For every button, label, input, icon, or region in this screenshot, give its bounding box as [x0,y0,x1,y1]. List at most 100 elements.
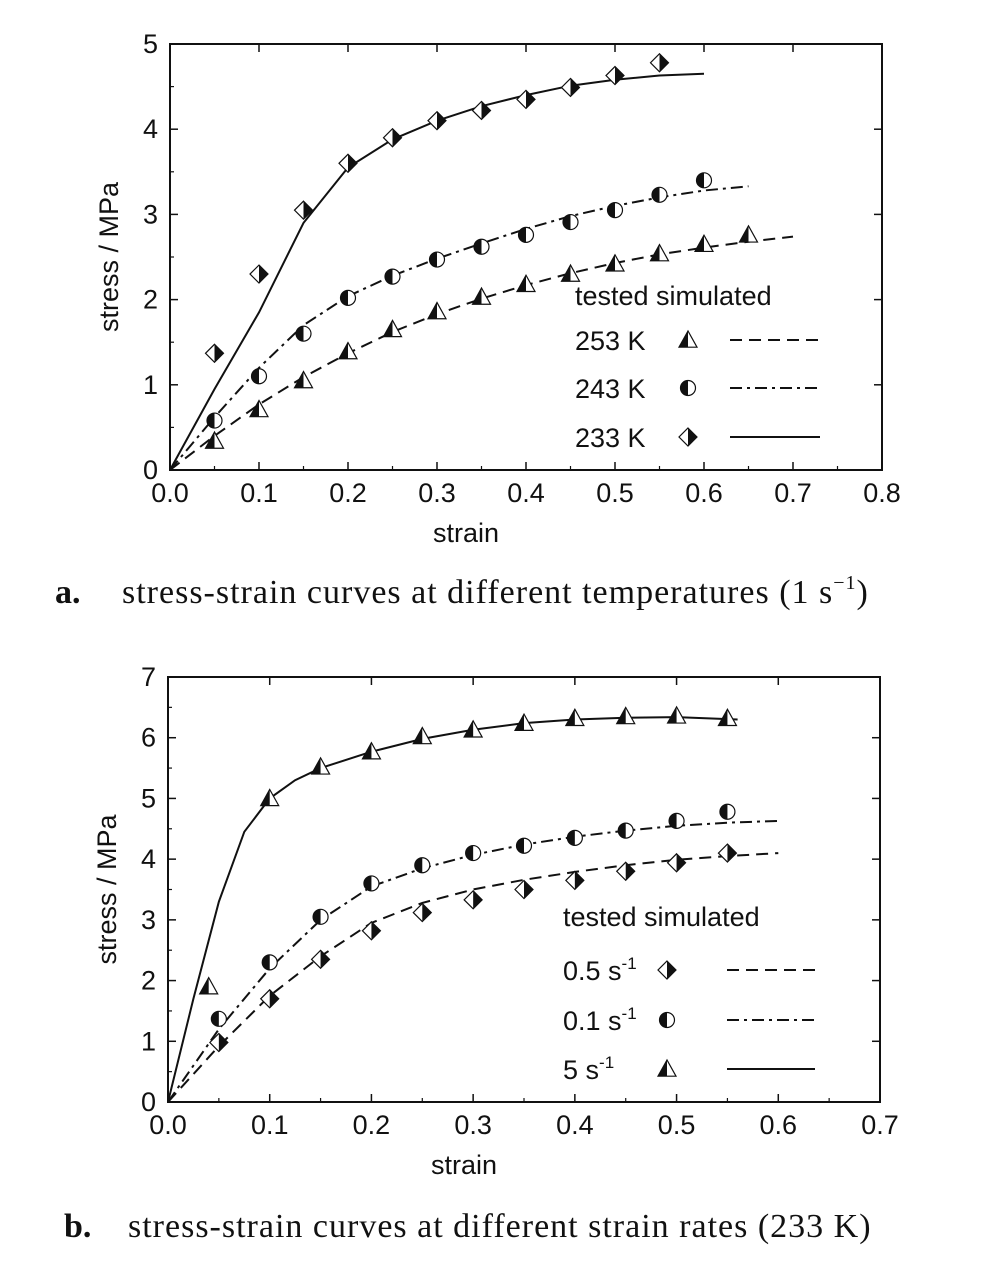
data-point-triangle [649,243,670,262]
data-point-circle [695,172,713,189]
data-point-diamond [717,843,738,863]
marker-fill [207,413,215,429]
simulated-line [169,235,794,471]
legend-marker [678,427,698,447]
y-tick-label: 4 [143,114,158,144]
legend-label-sup: -1 [622,1004,637,1023]
marker-fill [259,265,268,284]
marker-fill [371,921,381,940]
marker-fill [659,53,669,72]
caption-text: stress-strain curves at different temper… [122,572,869,611]
data-point-diamond [471,100,492,121]
data-point-diamond [565,870,585,891]
marker-fill [676,853,686,872]
data-point-circle [719,803,736,820]
marker-fill [348,154,357,173]
marker-fill [719,804,728,820]
legend-marker [679,379,697,397]
caption-paren: (233 K [758,1208,859,1245]
marker-fill [363,875,372,891]
data-point-circle [206,412,223,429]
marker-fill [437,111,446,130]
x-tick-label: 0.8 [863,478,901,508]
data-point-diamond [209,1032,229,1053]
data-point-diamond [412,902,433,923]
x-axis-label: strain [433,518,499,548]
y-tick-label: 0 [141,1087,156,1117]
data-point-triangle [693,233,715,253]
data-point-circle [515,837,533,854]
marker-fill [518,227,526,243]
x-tick-label: 0.0 [151,478,189,508]
legend-header: tested simulated [563,902,760,932]
marker-fill [516,838,524,854]
marker-fill [474,239,482,255]
legend-label-text: 243 K [575,374,646,404]
chart-panel-a: 0.0 0.1 0.2 0.3 0.4 0.5 0.6 0.7 0.8 0 1 2 3 4 5 strain s… [55,29,901,611]
data-point-circle [210,1010,227,1027]
data-point-circle [384,268,401,285]
data-point-circle [517,226,535,243]
data-point-circle [414,857,431,874]
caption-letter: b. [64,1208,91,1245]
data-point-circle [295,325,312,342]
data-point-triangle [310,756,331,775]
legend-label: 5 s-1 [563,1053,614,1085]
data-point-triangle [615,706,636,725]
marker-fill [218,1033,228,1052]
legend-label-sup: -1 [599,1053,614,1072]
data-point-circle [606,202,624,219]
data-point-diamond [605,65,625,86]
legend-label: 243 K [575,374,646,404]
x-tick-label: 0.3 [454,1110,492,1140]
legend-label: 253 K [575,326,646,356]
data-point-triangle [361,741,382,760]
data-point-triangle [259,788,280,807]
marker-fill [652,187,660,203]
data-point-triangle [412,726,433,745]
caption-paren: (1 s [779,574,833,611]
data-point-circle [617,822,634,839]
marker-fill [625,862,635,881]
data-point-diamond [666,852,687,873]
marker-fill [251,368,259,384]
data-point-triangle [198,976,219,995]
series-0-5-s-1 [167,843,779,1103]
y-axis-label: stress / MPa [92,814,122,965]
data-point-diamond [463,889,483,910]
marker-fill [303,201,313,220]
marker-fill [615,66,624,85]
data-point-diamond [249,264,269,284]
data-point-triangle [382,319,403,338]
data-point-triangle [666,705,687,724]
marker-fill [262,954,270,970]
legend-label: 233 K [575,423,646,453]
y-tick-label: 6 [141,723,156,753]
y-tick-label: 2 [141,966,156,996]
data-point-triangle [248,399,270,418]
legend-label-sup: -1 [622,954,637,973]
legend-marker [658,1011,676,1029]
y-tick-label: 1 [141,1026,156,1056]
marker-fill [570,78,580,97]
marker-fill [739,225,749,243]
data-point-circle [566,829,583,846]
marker-fill [385,269,393,285]
data-point-circle [339,289,357,306]
data-point-diamond [649,52,670,73]
caption-main: stress-strain curves at different strain… [128,1208,758,1245]
marker-fill [320,950,330,969]
data-point-circle [562,213,579,231]
x-tick-label: 0.3 [418,478,456,508]
x-tick-label: 0.6 [760,1110,798,1140]
marker-fill [429,252,437,268]
marker-fill [563,214,571,230]
data-point-triangle [560,263,581,282]
legend-marker [656,1058,678,1077]
series-5-s-1 [167,705,738,1103]
x-tick-label: 0.0 [149,1110,187,1140]
marker-fill [695,235,704,252]
data-point-diamond [310,949,331,970]
marker-fill [658,1060,667,1077]
